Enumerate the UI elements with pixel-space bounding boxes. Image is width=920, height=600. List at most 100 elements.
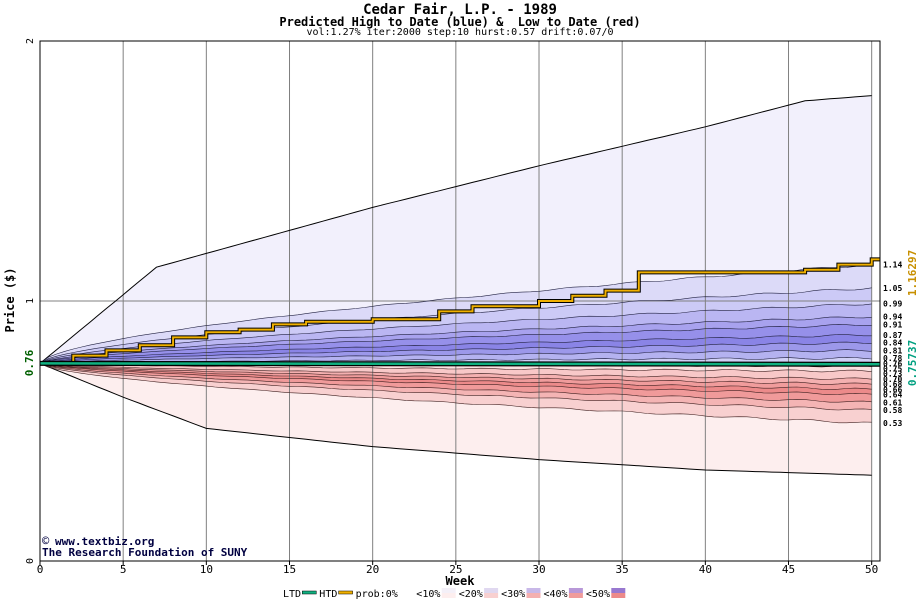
quantile-value-label: 0.73 [883,369,902,378]
high-band-3 [40,303,872,364]
quantile-value-label: 1.05 [883,284,902,293]
high-quantile-line [39,349,872,364]
x-tick-label: 35 [616,563,629,576]
htd-line [40,258,880,365]
x-tick-label: 30 [532,563,545,576]
ltd-line [39,362,880,366]
low-band-6 [40,363,872,410]
low-band-2 [40,363,872,385]
low-quantile-line [39,363,872,403]
quantile-value-label: 0.70 [883,375,902,384]
low-band-3 [40,363,872,390]
legend-label: <30% [501,589,525,600]
legend-label: HTD [319,589,337,600]
x-tick-label: 25 [449,563,462,576]
htd-final-value: 1.16297 [906,250,919,296]
y-axis-label: Price ($) [3,267,17,332]
y-tick-label: 0 [25,558,36,564]
quantile-value-label: 0.99 [883,300,902,309]
quantile-value-label: 0.94 [883,313,902,322]
quantile-value-label: 1.14 [883,261,902,270]
low-quantile-line [39,363,872,411]
legend-label: <20% [459,589,483,600]
quantile-value-label: 0.87 [883,331,902,340]
x-tick-label: 5 [120,563,127,576]
legend-swatch-high [441,588,456,593]
legend-swatch-high [399,588,414,593]
quantile-value-label: 0.68 [883,380,902,389]
y-tick-label: 2 [25,38,36,44]
legend-label: <10% [416,589,440,600]
low-quantile-line [39,363,872,424]
legend-label: LTD [283,589,301,600]
legend-swatch-low [568,593,583,598]
quantile-value-label: 0.91 [883,320,902,329]
high-band-1 [40,263,872,364]
legend-swatch-ltd [302,590,317,595]
quantile-value-label: 0.66 [883,385,902,394]
chart-parameters: vol:1.27% iter:2000 step:10 hurst:0.57 d… [306,27,614,38]
legend-swatch-high [611,588,626,593]
high-quantile-line [39,324,872,364]
low-quantile-line [39,363,872,385]
x-axis-label: Week [446,574,476,588]
legend-swatch-low [399,593,414,598]
quantile-value-label: 0.81 [883,346,902,355]
low-quantile-line [39,363,872,380]
axes: 0 5 10 15 20 25 30 35 40 45 50 0 1 2 [25,38,878,576]
legend-label: <40% [544,589,568,600]
x-tick-label: 0 [37,563,44,576]
x-tick-label: 50 [865,563,878,576]
high-envelope-line [39,95,872,364]
legend-swatch-high [526,588,541,593]
low-envelope-line [39,362,872,476]
legend-label: prob:0% [356,589,398,600]
low-quantile-line [39,363,872,395]
high-band-4 [40,316,872,364]
quantile-value-label: 0.78 [883,354,902,363]
high-quantile-line [39,303,872,364]
low-band-4 [40,363,872,395]
x-tick-label: 45 [782,563,795,576]
legend: LTD HTD prob:0% <10% <20% <30% <40% <50% [283,588,626,600]
plot-frame [39,40,881,562]
quantile-value-label: 0.61 [883,398,902,407]
start-price-label: 0.76 [23,349,36,376]
low-band-7 [40,363,872,423]
watermark-org: The Research Foundation of SUNY [42,546,248,559]
quantile-value-label: 0.53 [883,419,902,428]
legend-swatch-low [484,593,499,598]
series-lines [39,257,880,367]
high-quantile-line [39,263,872,364]
chart-title: Cedar Fair, L.P. - 1989 [363,2,557,18]
low-band-5 [40,363,872,403]
quantile-value-label: 0.75 [883,364,902,373]
high-band-2 [40,287,872,364]
x-tick-label: 15 [283,563,296,576]
watermark-url: www.textbiz.org [55,535,154,548]
legend-swatch-high [568,588,583,593]
legend-swatch-low [526,593,541,598]
legend-swatch-htd [338,590,353,595]
copyright-icon: © [42,534,50,548]
ltd-final-value: 0.75737 [906,340,919,386]
legend-label: <50% [586,589,610,600]
legend-swatch-high [484,588,499,593]
x-tick-label: 10 [200,563,213,576]
quantile-value-label: 0.76 [883,359,902,368]
high-quantile-line [39,316,872,364]
low-quantile-line [39,363,872,390]
legend-swatch-low [611,593,626,598]
high-quantile-line [39,341,872,364]
x-tick-label: 20 [366,563,379,576]
high-quantile-line [39,334,872,364]
quantile-value-label: 0.64 [883,391,902,400]
quantile-labels: 1.14 1.05 0.99 0.940.91 0.870.840.810.780.76… [883,261,902,429]
y-tick-label: 1 [25,298,36,304]
chart-subtitle: Predicted High to Date (blue) & Low to D… [279,15,641,29]
x-tick-label: 40 [699,563,712,576]
quantile-value-label: 0.84 [883,339,902,348]
quantile-value-label: 0.58 [883,406,902,415]
legend-swatch-low [441,593,456,598]
